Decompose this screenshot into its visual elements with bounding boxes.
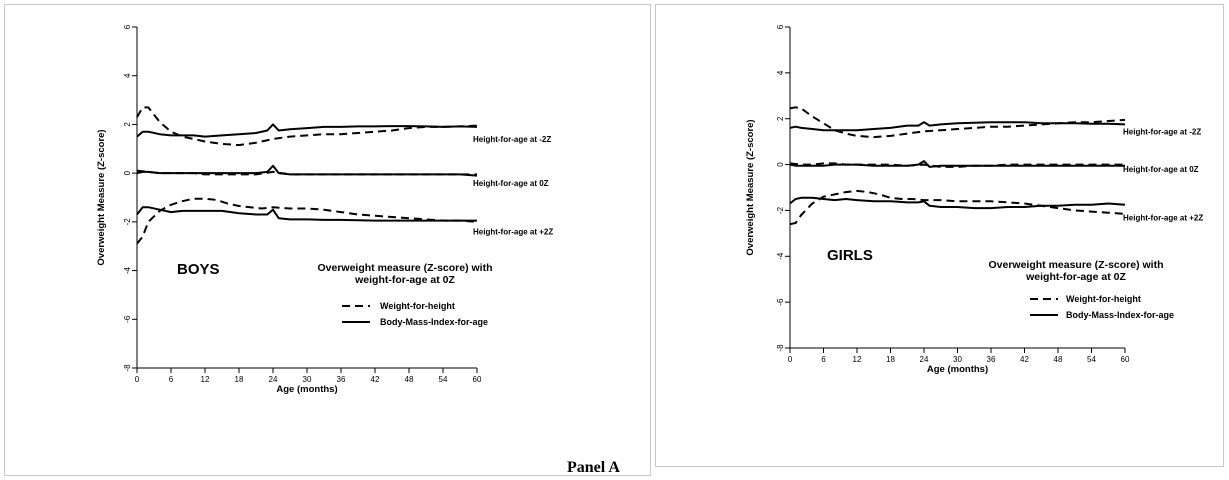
curve-label: Height-for-age at -2Z: [1123, 127, 1201, 136]
boys-panel-frame: [4, 4, 651, 476]
y-tick-label: 4: [776, 70, 785, 75]
x-tick-label: 24: [920, 355, 929, 364]
x-tick-label: 30: [953, 355, 962, 364]
y-tick-label: 0: [776, 162, 785, 167]
panel-label: GIRLS: [827, 247, 873, 264]
bmi-for-age-line-1: [136, 123, 478, 138]
x-tick-label: 24: [269, 375, 278, 384]
y-tick-label: -2: [123, 218, 132, 226]
legend-title: Overweight measure (Z-score) with: [988, 259, 1163, 271]
legend-title: weight-for-age at 0Z: [354, 274, 455, 286]
y-tick-label: 6: [776, 24, 785, 29]
x-tick-label: 48: [1054, 355, 1063, 364]
curve-label: Height-for-age at 0Z: [473, 179, 549, 188]
curve-label: Height-for-age at +2Z: [1123, 213, 1203, 222]
x-tick-label: 42: [371, 375, 380, 384]
weight-for-height-line-4: [789, 189, 1126, 226]
weight-for-height-line-4: [136, 197, 478, 245]
x-tick-label: 54: [439, 375, 448, 384]
y-tick-label: 2: [776, 116, 785, 121]
legend-entry: Weight-for-height: [1066, 294, 1141, 304]
curve-label: Height-for-age at +2Z: [473, 228, 553, 237]
x-tick-label: 12: [853, 355, 862, 364]
y-tick-label: -8: [776, 344, 785, 352]
x-tick-label: 6: [821, 355, 826, 364]
y-tick-label: -4: [123, 266, 132, 274]
x-axis-title: Age (months): [276, 384, 337, 395]
legend-entry: Weight-for-height: [380, 301, 455, 311]
bmi-for-age-line-5: [789, 196, 1126, 210]
x-tick-label: 18: [235, 375, 244, 384]
legend-entry: Body-Mass-Index-for-age: [380, 317, 488, 327]
y-axis-title: Overweight Measure (Z-score): [96, 129, 107, 265]
x-tick-label: 48: [405, 375, 414, 384]
y-tick-label: 2: [123, 122, 132, 127]
curve-label: Height-for-age at 0Z: [1123, 165, 1199, 174]
x-tick-label: 36: [987, 355, 996, 364]
y-axis-title: Overweight Measure (Z-score): [745, 119, 756, 255]
x-axis-title: Age (months): [927, 364, 988, 375]
panel-label: BOYS: [177, 261, 220, 278]
x-tick-label: 6: [169, 375, 174, 384]
weight-for-height-line-0: [789, 106, 1126, 139]
curve-label: Height-for-age at -2Z: [473, 135, 551, 144]
bmi-for-age-line-1: [789, 121, 1126, 132]
weight-for-height-line-0: [136, 106, 478, 147]
legend-title: Overweight measure (Z-score) with: [317, 262, 492, 274]
panel-caption: Panel A: [567, 459, 620, 476]
y-tick-label: 4: [123, 73, 132, 78]
legend-entry: Body-Mass-Index-for-age: [1066, 310, 1174, 320]
bmi-for-age-line-3: [136, 164, 478, 177]
x-tick-label: 36: [337, 375, 346, 384]
x-tick-label: 30: [303, 375, 312, 384]
y-tick-label: -6: [123, 315, 132, 323]
x-tick-label: 18: [886, 355, 895, 364]
y-tick-label: -6: [776, 298, 785, 306]
legend-title: weight-for-age at 0Z: [1025, 271, 1126, 283]
girls-panel-frame: [655, 4, 1224, 467]
x-tick-label: 42: [1020, 355, 1029, 364]
weight-for-height-line-2: [789, 162, 1125, 168]
y-tick-label: 6: [123, 24, 132, 29]
y-tick-label: 0: [123, 170, 132, 175]
x-tick-label: 0: [788, 355, 793, 364]
x-tick-label: 54: [1087, 355, 1096, 364]
bmi-for-age-line-5: [136, 206, 477, 222]
y-tick-label: -2: [776, 206, 785, 214]
x-tick-label: 0: [135, 375, 140, 384]
x-tick-label: 12: [201, 375, 210, 384]
x-tick-label: 60: [473, 375, 482, 384]
bmi-for-age-line-3: [789, 160, 1125, 168]
x-tick-label: 60: [1121, 355, 1130, 364]
y-tick-label: -4: [776, 252, 785, 260]
y-tick-label: -8: [123, 364, 132, 372]
